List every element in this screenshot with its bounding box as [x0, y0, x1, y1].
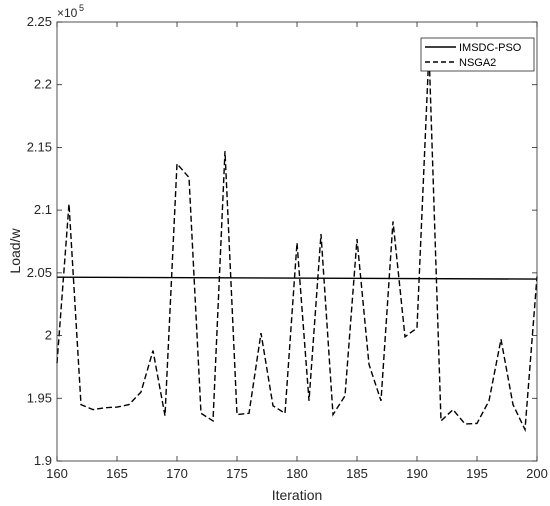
legend-label-imsdc-pso: IMSDC-PSO [459, 42, 522, 54]
x-tick-label: 160 [46, 466, 68, 481]
y-tick-label: 2.2 [34, 77, 52, 92]
y-tick-label: 2.25 [27, 14, 52, 29]
x-tick-label: 170 [166, 466, 188, 481]
y-exponent-power: 5 [79, 3, 84, 13]
y-tick-label: 2.05 [27, 265, 52, 280]
legend-box [420, 37, 535, 72]
x-tick-label: 195 [466, 466, 488, 481]
y-exponent-base: ×10 [57, 6, 78, 20]
series-line-imsdc-pso [56, 276, 538, 280]
x-tick-label: 165 [106, 466, 128, 481]
y-axis-title: Load/w [7, 228, 23, 274]
x-axis-title: Iteration [272, 487, 323, 503]
legend: IMSDC-PSO NSGA2 [420, 37, 535, 72]
x-tick-label: 190 [406, 466, 428, 481]
plot-area [56, 50, 538, 433]
x-tick-label: 175 [226, 466, 248, 481]
x-tick-label: 185 [346, 466, 368, 481]
y-tick-label: 2.15 [27, 139, 52, 154]
series-line-nsga2 [56, 50, 538, 433]
x-tick-label: 180 [286, 466, 308, 481]
axes: 160 165 170 175 180 185 190 195 200 1.9 1.95 2 2.05 2… [27, 14, 548, 481]
y-tick-label: 1.95 [27, 390, 52, 405]
y-tick-label: 1.9 [34, 453, 52, 468]
x-tick-label: 200 [526, 466, 548, 481]
y-tick-label: 2.1 [34, 202, 52, 217]
y-tick-label: 2 [45, 328, 52, 343]
legend-label-nsga2: NSGA2 [459, 57, 496, 69]
